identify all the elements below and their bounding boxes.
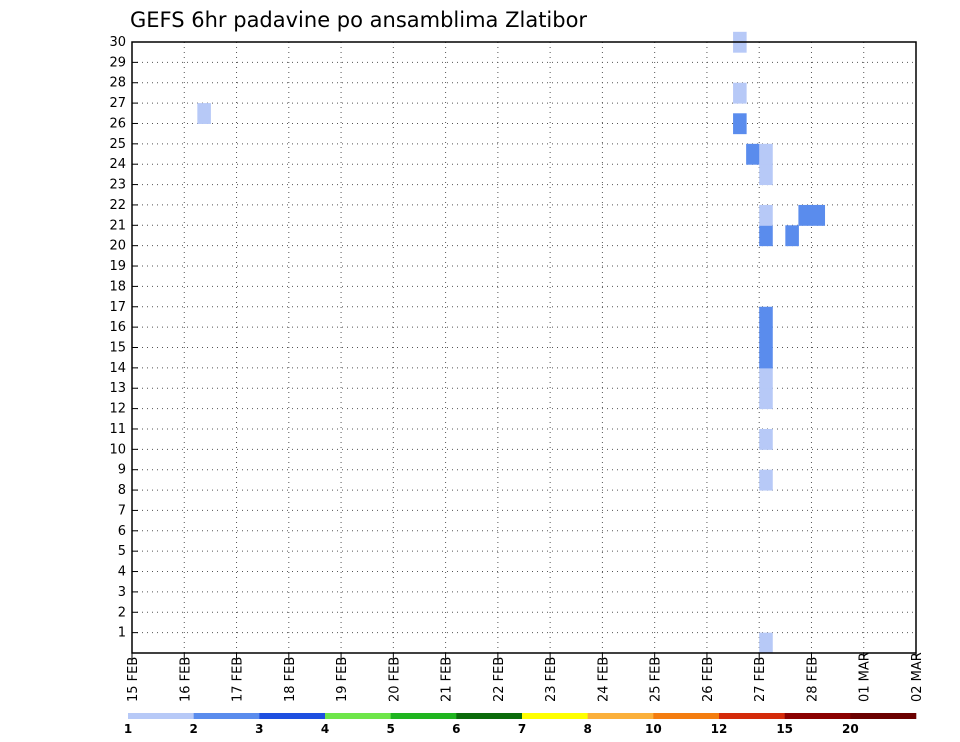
colorbar-label: 20	[842, 722, 859, 736]
colorbar-swatch	[193, 713, 260, 719]
y-tick-label: 15	[109, 341, 126, 356]
x-tick-label: 18 FEB	[283, 657, 298, 702]
heatmap-cell	[759, 388, 773, 410]
colorbar-label: 7	[518, 722, 526, 736]
y-tick-label: 24	[109, 157, 126, 172]
y-tick-label: 5	[118, 544, 126, 559]
x-tick-label: 28 FEB	[805, 657, 820, 702]
y-tick-label: 4	[118, 565, 126, 580]
colorbar-swatch	[325, 713, 391, 719]
colorbar-label: 4	[321, 722, 329, 736]
y-tick-label: 3	[118, 585, 126, 600]
x-tick-label: 24 FEB	[596, 657, 611, 702]
colorbar-swatch	[719, 713, 785, 719]
y-tick-label: 19	[109, 259, 126, 274]
heatmap-cell	[759, 428, 773, 450]
x-tick-label: 02 MAR	[910, 652, 925, 702]
colorbar-swatch	[128, 713, 194, 719]
grid	[132, 42, 916, 653]
y-tick-label: 23	[109, 178, 126, 193]
y-tick-label: 29	[109, 55, 126, 70]
y-tick-label: 16	[109, 320, 126, 335]
y-tick-label: 26	[109, 116, 126, 131]
colorbar-swatch	[850, 713, 917, 719]
x-axis: 15 FEB 16 FEB 17 FEB 18 FEB 19 FEB 20 FEB 21 F…	[126, 652, 925, 702]
y-tick-label: 13	[109, 381, 126, 396]
colorbar-swatch	[259, 713, 326, 719]
y-tick-label: 30	[109, 35, 126, 50]
heatmap-cell	[759, 469, 773, 491]
colorbar-label: 10	[645, 722, 662, 736]
colorbar-label: 1	[124, 722, 132, 736]
x-tick-label: 01 MAR	[858, 652, 873, 702]
colorbar-label: 5	[386, 722, 394, 736]
y-tick-label: 18	[109, 279, 126, 294]
heatmap-cell	[759, 164, 773, 186]
chart-title: GEFS 6hr padavine po ansamblima Zlatibor	[130, 8, 587, 32]
y-axis: 1234567891011121314151617181920212223242…	[109, 35, 138, 641]
colorbar-label: 8	[583, 722, 591, 736]
heatmap-cell	[798, 204, 812, 226]
y-tick-label: 25	[109, 137, 126, 152]
colorbar-label: 15	[776, 722, 793, 736]
y-tick-label: 10	[109, 442, 126, 457]
x-tick-label: 15 FEB	[126, 657, 141, 702]
y-tick-label: 6	[118, 524, 126, 539]
x-tick-label: 22 FEB	[492, 657, 507, 702]
x-tick-label: 21 FEB	[440, 657, 455, 702]
y-tick-label: 21	[109, 218, 126, 233]
heatmap-cell	[785, 225, 799, 247]
heatmap-cell	[759, 143, 773, 165]
x-tick-label: 19 FEB	[335, 657, 350, 702]
colorbar-label: 2	[189, 722, 197, 736]
x-tick-label: 27 FEB	[753, 657, 768, 702]
x-tick-label: 17 FEB	[231, 657, 246, 702]
heatmap-cell	[733, 113, 747, 135]
heatmap-cell	[759, 632, 773, 654]
y-tick-label: 8	[118, 483, 126, 498]
colorbar-swatch	[456, 713, 523, 719]
y-tick-label: 12	[109, 402, 126, 417]
y-tick-label: 14	[109, 361, 126, 376]
x-tick-label: 26 FEB	[701, 657, 716, 702]
y-tick-label: 7	[118, 503, 126, 518]
heatmap-cell	[746, 143, 760, 165]
colorbar-swatch	[784, 713, 851, 719]
x-tick-label: 16 FEB	[178, 657, 193, 702]
heatmap-cell	[759, 367, 773, 389]
heatmap-cell	[759, 225, 773, 247]
y-tick-label: 11	[109, 422, 126, 437]
y-tick-label: 27	[109, 96, 126, 111]
y-tick-label: 1	[118, 626, 126, 641]
x-tick-label: 25 FEB	[649, 657, 664, 702]
heatmap-cell	[759, 204, 773, 226]
colorbar-label: 3	[255, 722, 263, 736]
colorbar-swatch	[390, 713, 457, 719]
colorbar-swatch	[587, 713, 654, 719]
heatmap-cells	[197, 31, 826, 654]
y-tick-label: 22	[109, 198, 126, 213]
y-tick-label: 17	[109, 300, 126, 315]
heatmap-cell	[759, 306, 773, 328]
y-tick-label: 9	[118, 463, 126, 478]
plot-frame	[131, 41, 917, 654]
y-tick-label: 20	[109, 239, 126, 254]
heatmap-cell	[197, 103, 211, 124]
heatmap-cell	[759, 347, 773, 369]
y-tick-label: 2	[118, 605, 126, 620]
heatmap-cell	[759, 327, 773, 348]
heatmap-cell	[811, 204, 826, 226]
x-tick-label: 23 FEB	[544, 657, 559, 702]
colorbar-swatch	[653, 713, 720, 719]
x-tick-label: 20 FEB	[387, 657, 402, 702]
heatmap-cell	[733, 82, 747, 104]
colorbar-label: 6	[452, 722, 460, 736]
colorbar: 1 2 3 4 5 6 7 8 10 12 15 20	[124, 713, 917, 736]
colorbar-swatch	[522, 713, 588, 719]
y-tick-label: 28	[109, 76, 126, 91]
colorbar-label: 12	[711, 722, 728, 736]
